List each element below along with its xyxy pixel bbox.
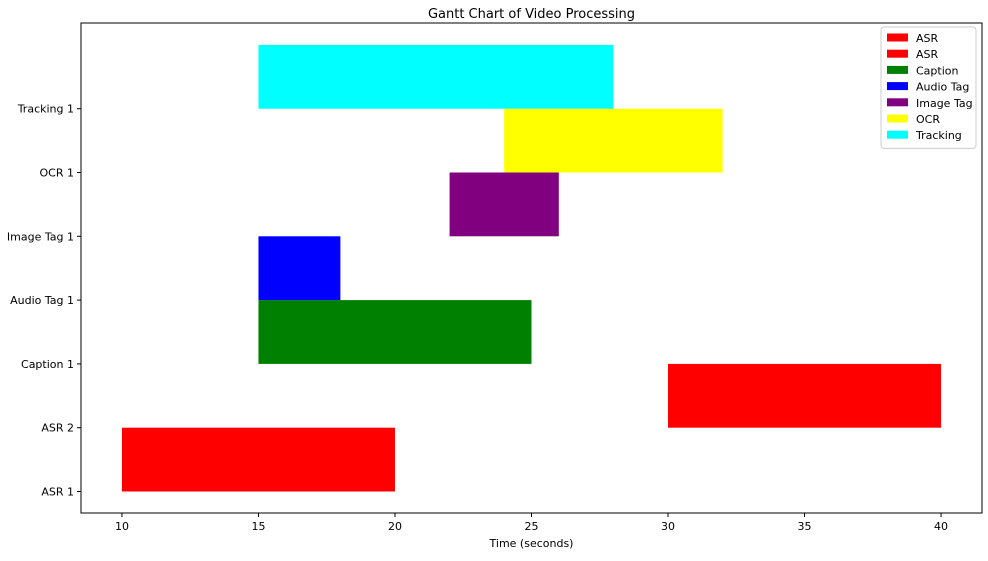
legend-label: Audio Tag — [916, 81, 969, 94]
chart-title: Gantt Chart of Video Processing — [428, 7, 635, 22]
gantt-bar-caption-1 — [258, 300, 532, 364]
y-tick-label: Audio Tag 1 — [10, 294, 74, 307]
x-tick-label: 25 — [525, 520, 539, 533]
y-tick-label: Image Tag 1 — [7, 230, 74, 243]
legend-swatch — [887, 82, 908, 91]
gantt-bar-audio-tag-1 — [258, 236, 341, 301]
gantt-bar-asr-2 — [668, 363, 942, 428]
legend-label: ASR — [916, 32, 939, 45]
x-tick-label: 40 — [934, 520, 948, 533]
legend-swatch — [887, 49, 908, 58]
x-tick-label: 35 — [798, 520, 812, 533]
legend-label: Caption — [916, 64, 959, 77]
legend-swatch — [887, 65, 908, 74]
bars-layer — [121, 44, 942, 492]
legend-label: Tracking — [915, 129, 962, 142]
y-axis: ASR 1 ASR 2 Caption 1 Audio Tag 1 Image Tag … — [7, 103, 81, 499]
y-tick-label: Tracking 1 — [17, 103, 74, 116]
y-tick-label: OCR 1 — [40, 167, 74, 180]
y-tick-label: Caption 1 — [21, 358, 74, 371]
legend: ASR ASR Caption Audio Tag Image Tag OCR Tracki… — [880, 26, 977, 149]
gantt-bar-tracking-1 — [258, 44, 614, 109]
y-tick-label: ASR 2 — [41, 422, 74, 435]
legend-label: OCR — [916, 113, 940, 126]
x-tick-label: 20 — [388, 520, 402, 533]
legend-swatch — [887, 130, 908, 139]
x-tick-label: 10 — [115, 520, 129, 533]
legend-label: ASR — [916, 48, 939, 61]
gantt-bar-ocr-1 — [504, 108, 723, 173]
legend-swatch — [887, 114, 908, 123]
gantt-bar-asr-1 — [121, 427, 395, 492]
y-tick-label: ASR 1 — [41, 486, 74, 499]
gantt-bar-image-tag-1 — [449, 172, 559, 237]
legend-swatch — [887, 33, 908, 42]
x-axis: 10 15 20 25 30 35 40 — [115, 513, 948, 533]
x-axis-label: Time (seconds) — [489, 537, 574, 550]
legend-label: Image Tag — [916, 97, 973, 110]
x-tick-label: 15 — [251, 520, 265, 533]
x-tick-label: 30 — [661, 520, 675, 533]
legend-swatch — [887, 98, 908, 107]
